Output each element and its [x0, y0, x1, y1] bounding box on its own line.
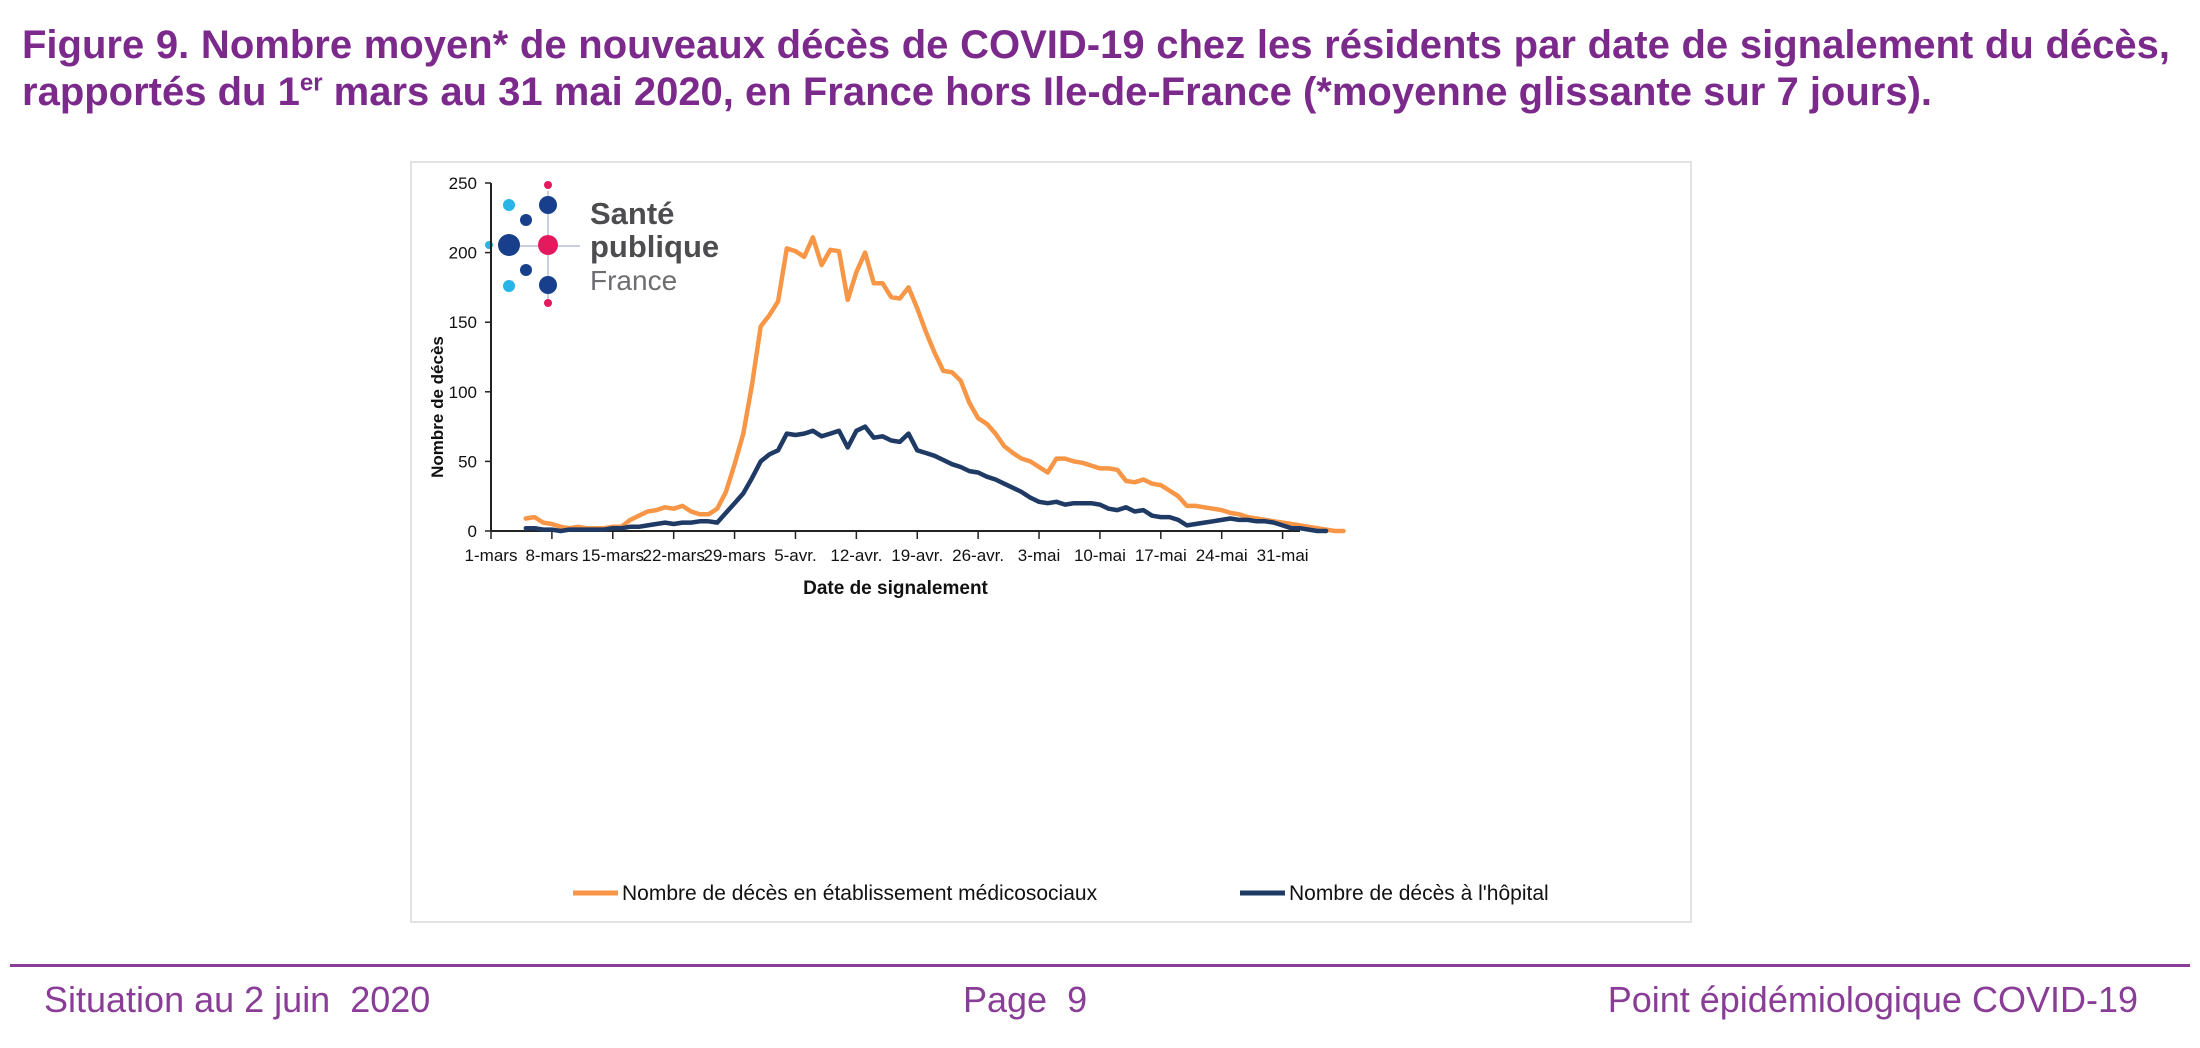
figure-title-superscript: er: [299, 69, 323, 97]
line-chart: Santé publique France 0 50 100 150 200 250 1-…: [428, 174, 1549, 905]
x-tick-label: 24-mai: [1196, 546, 1248, 565]
x-tick-label: 12-avr.: [830, 546, 882, 565]
x-tick-label: 29-mars: [703, 546, 765, 565]
legend-label-ems: Nombre de décès en établissement médicos…: [622, 882, 1098, 905]
logo-text-france: France: [590, 265, 677, 296]
legend-label-hospital: Nombre de décès à l'hôpital: [1289, 882, 1549, 905]
y-tick-label: 250: [449, 174, 477, 193]
y-tick-label: 200: [449, 244, 477, 263]
series-line-hospital: [523, 424, 1329, 534]
footer-situation-date: Situation au 2 juin 2020: [44, 979, 431, 1020]
y-axis-title: Nombre de décès: [428, 336, 447, 478]
figure-title: Figure 9. Nombre moyen* de nouveaux décè…: [22, 22, 2170, 116]
x-tick-label: 1-mars: [465, 546, 518, 565]
x-tick-label: 8-mars: [525, 546, 578, 565]
series-lines: [523, 235, 1346, 534]
x-axis-title: Date de signalement: [803, 578, 988, 599]
y-tick-label: 50: [458, 452, 477, 471]
y-tick-label: 0: [468, 522, 477, 541]
y-axis-ticks: 0 50 100 150 200 250: [449, 174, 492, 541]
logo-text-sante: Santé: [590, 196, 674, 231]
x-tick-label: 22-mars: [642, 546, 704, 565]
chart-legend: Nombre de décès en établissement médicos…: [573, 882, 1549, 905]
y-tick-label: 100: [449, 383, 477, 402]
logo-text-publique: publique: [590, 229, 719, 264]
x-tick-label: 15-mars: [582, 546, 644, 565]
logo-mark-icon: [485, 181, 580, 307]
sante-publique-france-logo: Santé publique France: [485, 181, 719, 307]
series-line-ems: [523, 235, 1346, 534]
figure-title-text: Figure 9. Nombre moyen* de nouveaux décè…: [22, 23, 2170, 114]
x-tick-label: 10-mai: [1074, 546, 1126, 565]
footer-publication-title: Point épidémiologique COVID-19: [1607, 979, 2138, 1020]
x-tick-label: 17-mai: [1135, 546, 1187, 565]
figure-title-text-end: mars au 31 mai 2020, en France hors Ile-…: [322, 70, 1933, 114]
chart-frame: [410, 161, 1692, 923]
y-tick-label: 150: [449, 313, 477, 332]
x-tick-label: 31-mai: [1257, 546, 1309, 565]
footer-divider: [10, 964, 2190, 967]
x-tick-label: 26-avr.: [952, 546, 1004, 565]
x-tick-label: 19-avr.: [891, 546, 943, 565]
x-tick-label: 3-mai: [1018, 546, 1061, 565]
x-tick-label: 5-avr.: [774, 546, 817, 565]
footer-page-number: Page 9: [963, 979, 1088, 1020]
